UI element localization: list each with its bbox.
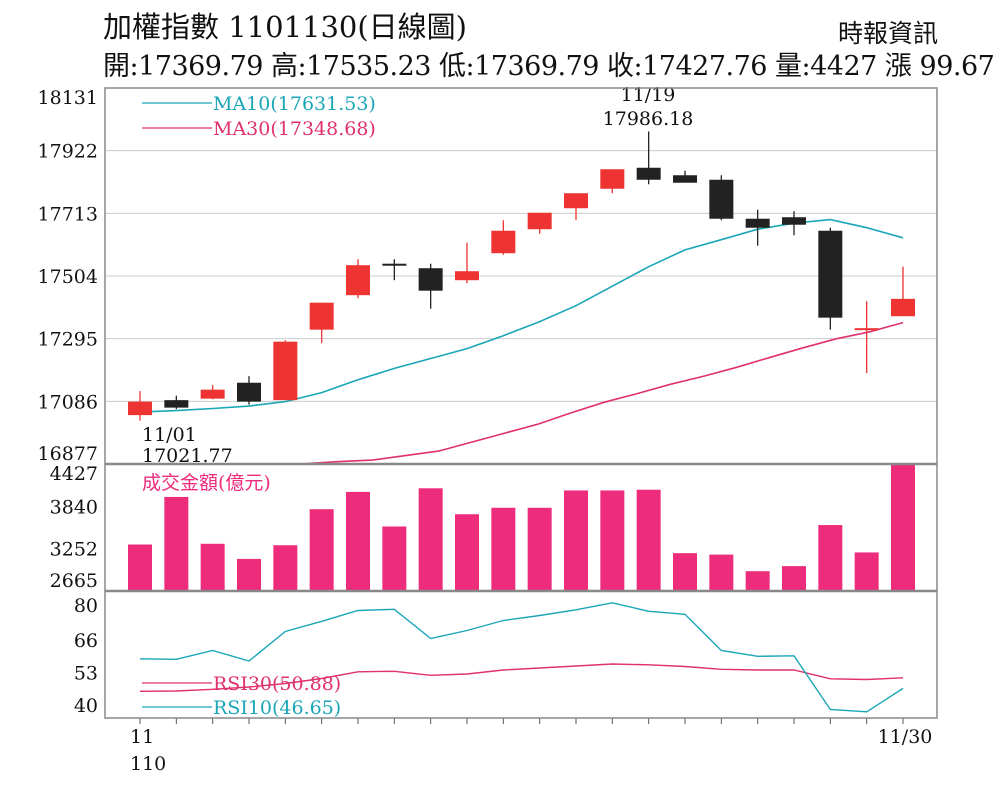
volume-bar — [527, 507, 552, 591]
rsi-tick-label: 80 — [74, 595, 98, 617]
price-tick-label: 17086 — [38, 391, 98, 413]
volume-bar — [673, 553, 697, 591]
rsi30-line — [139, 663, 904, 692]
price-tick-label: 18131 — [38, 87, 98, 109]
candle-body — [237, 382, 261, 402]
volume-bar — [891, 464, 915, 591]
volume-bar — [818, 525, 843, 591]
candle-body — [782, 217, 806, 225]
candle-body — [527, 212, 552, 230]
price-tick-label: 17922 — [38, 141, 98, 163]
volume-tick-label: 3840 — [50, 496, 98, 518]
ma10-legend-label: MA10(17631.53) — [213, 93, 376, 115]
volume-bar — [455, 514, 479, 591]
low-value-annotation: 17021.77 — [142, 445, 233, 467]
candle-body — [564, 193, 588, 209]
volume-bar — [418, 488, 443, 591]
ma10-line — [139, 218, 904, 413]
volume-bar — [600, 490, 625, 591]
rsi-panel: 80 66 53 40 RSI30(50.88)RSI10(46.65) — [74, 595, 904, 719]
price-tick-label: 17713 — [38, 203, 98, 225]
candle-body — [709, 179, 734, 219]
chart-title: 加權指數 1101130(日線圖) — [103, 10, 468, 44]
candle-body — [346, 265, 370, 296]
candle-body — [200, 389, 225, 399]
candle-body — [309, 302, 334, 330]
candle-body — [418, 268, 443, 291]
x-start-label: 11 — [130, 726, 154, 748]
volume-bar — [309, 509, 334, 591]
volume-bar — [709, 554, 734, 591]
volume-tick-label: 2665 — [50, 570, 98, 592]
candle-body — [273, 341, 298, 401]
candle-body — [164, 400, 189, 408]
rsi-tick-label: 66 — [74, 630, 98, 652]
volume-bar — [636, 489, 661, 591]
price-tick-label: 17295 — [38, 329, 98, 351]
volume-title: 成交金額(億元) — [142, 472, 271, 494]
x-end-label: 11/30 — [878, 726, 933, 748]
price-tick-label: 17504 — [38, 266, 98, 288]
rsi10-legend-label: RSI10(46.65) — [213, 697, 341, 719]
data-source: 時報資訊 — [837, 19, 938, 48]
ohlc-summary: 開:17369.79 高:17535.23 低:17369.79 收:17427… — [103, 51, 995, 82]
volume-tick-label: 3252 — [50, 539, 98, 561]
low-date-annotation: 11/01 — [142, 424, 197, 446]
rsi-tick-label: 40 — [74, 695, 98, 717]
rsi-tick-label: 53 — [74, 663, 98, 685]
volume-bar — [164, 496, 189, 591]
candle-body — [382, 263, 407, 266]
volume-bar — [273, 545, 298, 591]
volume-tick-label: 4427 — [50, 463, 98, 485]
candle-body — [745, 218, 770, 228]
price-tick-label: 16877 — [38, 443, 98, 465]
candle-body — [818, 230, 843, 318]
volume-bar — [382, 526, 407, 591]
candle-body — [600, 169, 625, 189]
volume-bar — [854, 552, 879, 591]
x-start-year-label: 110 — [130, 753, 166, 775]
high-date-annotation: 11/19 — [621, 84, 676, 106]
volume-bar — [564, 490, 588, 591]
candle-body — [891, 298, 915, 317]
rsi10-line — [139, 602, 904, 713]
candle-body — [128, 401, 152, 416]
volume-bar — [346, 491, 370, 591]
volume-bar — [200, 543, 225, 591]
volume-panel: 4427 3840 3252 2665 成交金額(億元) — [50, 463, 915, 592]
volume-bar — [128, 544, 152, 591]
chart-frame: 11 110 11/30 — [104, 87, 938, 775]
candle-body — [455, 271, 479, 281]
high-value-annotation: 17986.18 — [603, 108, 694, 130]
candle-body — [491, 230, 516, 254]
rsi30-legend-label: RSI30(50.88) — [213, 673, 341, 695]
volume-bar — [491, 507, 516, 591]
candle-body — [636, 167, 661, 180]
candle-body — [673, 175, 697, 183]
ma30-legend-label: MA30(17348.68) — [213, 118, 376, 140]
plot-border — [104, 87, 938, 719]
price-panel: 18131 17922 17713 17504 17295 17086 16877 MA10(… — [38, 84, 937, 467]
volume-bar — [745, 571, 770, 591]
volume-bar — [237, 558, 261, 591]
candle-body — [854, 328, 879, 331]
volume-bar — [782, 566, 806, 591]
